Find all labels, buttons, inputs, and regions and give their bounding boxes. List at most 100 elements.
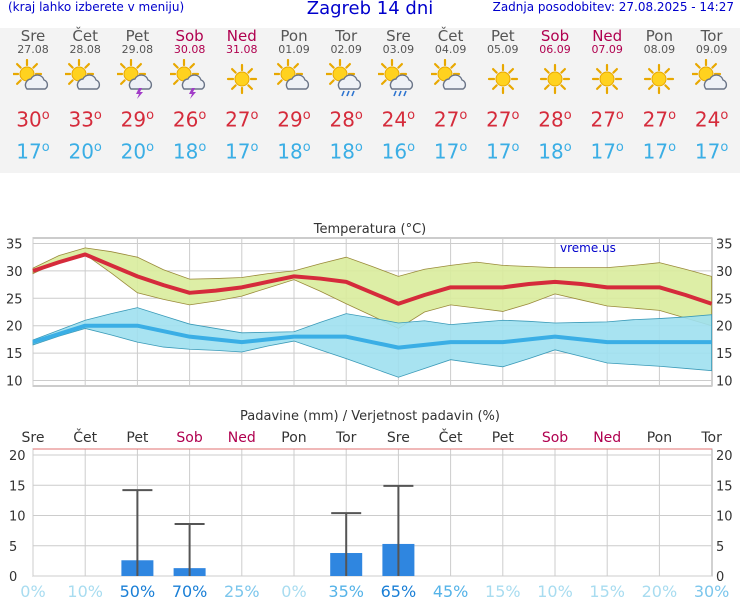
max-temperature: 28o xyxy=(538,107,572,132)
precip-probability: 70% xyxy=(172,582,208,600)
x-tick-label: Pon xyxy=(281,430,306,446)
day-date: 04.09 xyxy=(434,43,467,56)
x-tick-label: Ned xyxy=(228,430,256,446)
day-column: Čet 04.09 27o 17o xyxy=(425,28,477,163)
max-temperature: 30o xyxy=(16,107,50,132)
day-name: Sre xyxy=(20,27,46,45)
y-tick-label-right: 20 xyxy=(716,449,733,464)
day-name: Pet xyxy=(125,27,150,45)
day-date: 28.08 xyxy=(69,43,101,56)
day-name: Ned xyxy=(592,27,623,45)
y-tick-label-right: 5 xyxy=(716,540,724,555)
day-date: 06.09 xyxy=(539,43,571,56)
sun-icon xyxy=(222,59,262,99)
sun-cloud-icon xyxy=(64,58,105,99)
min-temperature: 20o xyxy=(120,139,155,164)
day-date: 09.09 xyxy=(695,43,728,56)
day-column: Čet 28.08 33o 20o xyxy=(59,28,111,163)
max-temperature: 28o xyxy=(329,107,363,132)
x-tick-label: Sre xyxy=(22,430,45,446)
precip-probability: 30% xyxy=(694,582,730,600)
y-tick-label-left: 20 xyxy=(9,449,26,464)
sun-cloud-storm-icon xyxy=(116,58,157,99)
x-tick-label: Pet xyxy=(492,430,515,446)
day-name: Pon xyxy=(645,27,673,45)
page-title: Zagreb 14 dni xyxy=(306,0,434,19)
max-temperature: 26o xyxy=(172,107,207,132)
x-tick-label: Čet xyxy=(73,428,97,446)
precip-probability: 10% xyxy=(537,582,573,600)
min-temperature-line xyxy=(32,323,712,350)
sun-cloud-icon xyxy=(272,58,314,99)
min-temperature: 20o xyxy=(68,139,102,164)
min-temperature: 17o xyxy=(486,139,520,164)
precip-probability: 45% xyxy=(433,582,469,600)
min-temperature: 17o xyxy=(225,139,259,164)
y-tick-label-left: 15 xyxy=(9,479,26,494)
min-temperature: 18o xyxy=(172,139,207,164)
max-temperature: 27o xyxy=(486,107,520,132)
sun-cloud-icon xyxy=(690,58,732,99)
day-date: 08.09 xyxy=(643,43,676,56)
sun-icon xyxy=(639,59,679,99)
day-column: Ned 31.08 27o 17o xyxy=(216,28,268,163)
x-tick-label: Sob xyxy=(176,430,202,446)
day-date: 01.09 xyxy=(278,43,310,56)
min-temperature: 17o xyxy=(642,139,677,164)
sun-cloud-icon xyxy=(11,58,53,99)
max-temperature: 24o xyxy=(694,107,729,132)
sun-icon xyxy=(535,59,575,99)
day-date: 03.09 xyxy=(382,43,415,56)
max-temperature: 27o xyxy=(642,107,677,132)
x-tick-label: Ned xyxy=(593,430,621,446)
y-tick-label-right: 35 xyxy=(716,237,733,252)
day-date: 31.08 xyxy=(226,43,258,56)
x-tick-label: Sob xyxy=(542,430,568,446)
temperature-chart: Temperatura (°C) 10 10 15 15 20 20 25 25 30 30 35 35… xyxy=(6,222,733,390)
day-name: Tor xyxy=(700,27,723,45)
x-tick-label: Pon xyxy=(647,430,672,446)
min-temperature: 17o xyxy=(433,139,468,164)
day-date: 29.08 xyxy=(121,43,154,56)
day-date: 02.09 xyxy=(330,43,362,56)
min-temperature: 17o xyxy=(16,139,50,164)
max-temperature: 33o xyxy=(68,107,102,132)
sun-cloud-storm-icon xyxy=(168,58,210,99)
precip-probability: 0% xyxy=(281,582,306,600)
y-tick-label-right: 20 xyxy=(716,320,733,335)
daily-forecast-strip: Sre 27.08 30o 17o Čet 28.08 33o 20o Pet 29.08 29o 2… xyxy=(0,28,740,173)
y-tick-label-left: 15 xyxy=(6,347,23,362)
day-name: Ned xyxy=(226,27,257,45)
day-column: Tor 09.09 24o 17o xyxy=(686,28,738,163)
y-tick-label-right: 10 xyxy=(716,510,733,525)
x-tick-label: Tor xyxy=(700,430,722,446)
y-tick-label-left: 10 xyxy=(9,510,26,525)
y-tick-label-left: 0 xyxy=(9,570,17,585)
day-column: Pon 01.09 29o 18o xyxy=(268,28,320,163)
y-tick-label-right: 25 xyxy=(716,292,733,307)
x-tick-label: Tor xyxy=(335,430,357,446)
x-tick-label: Pet xyxy=(126,430,149,446)
day-name: Čet xyxy=(72,27,98,45)
y-tick-label-left: 35 xyxy=(6,237,23,252)
y-tick-label-right: 10 xyxy=(716,375,733,390)
y-tick-label-right: 0 xyxy=(716,570,724,585)
watermark: vreme.us xyxy=(560,241,616,255)
y-tick-label-right: 15 xyxy=(716,347,733,362)
min-temperature: 18o xyxy=(538,139,572,164)
sun-icon xyxy=(483,59,523,99)
precip-probability: 20% xyxy=(642,582,678,600)
y-tick-label-left: 10 xyxy=(6,375,23,390)
day-date: 27.08 xyxy=(17,43,49,56)
day-name: Sre xyxy=(386,27,411,45)
day-column: Ned 07.09 27o 17o xyxy=(581,28,633,163)
x-tick-label: Čet xyxy=(439,428,463,446)
day-name: Pet xyxy=(490,27,515,45)
precip-probability: 65% xyxy=(381,582,417,600)
min-temperature: 17o xyxy=(590,139,624,164)
day-name: Pon xyxy=(280,27,308,45)
day-column: Pet 29.08 29o 20o xyxy=(111,28,163,163)
location-menu-hint[interactable]: (kraj lahko izberete v meniju) xyxy=(8,0,185,14)
precip-probability: 0% xyxy=(20,582,45,600)
precip-probability: 15% xyxy=(485,582,521,600)
